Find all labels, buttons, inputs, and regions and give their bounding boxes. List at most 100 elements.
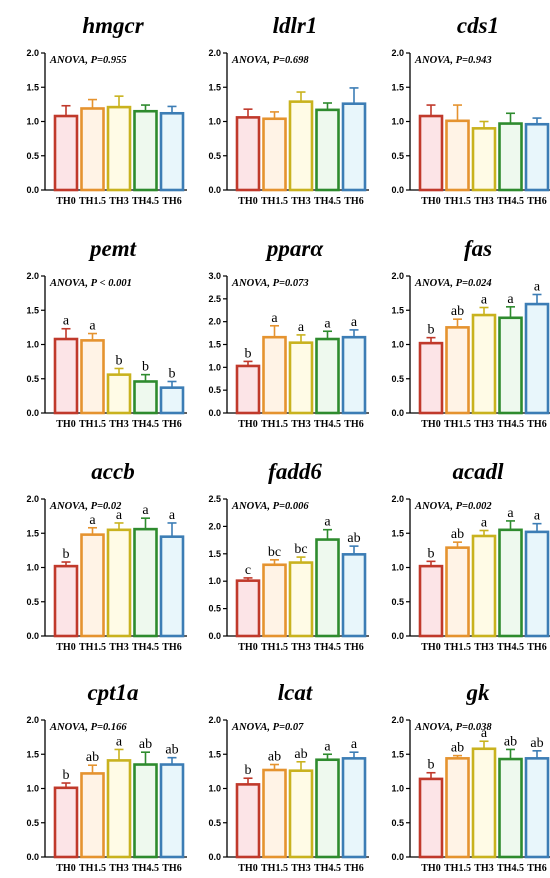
y-tick-label: 0.0 <box>391 408 404 418</box>
significance-letter: b <box>169 366 176 381</box>
bar-TH1.5 <box>80 107 105 192</box>
y-tick-label: 1.0 <box>208 784 221 794</box>
y-tick-label: 0.5 <box>26 374 39 384</box>
y-tick-label: 1.5 <box>391 305 404 315</box>
x-tick-label: TH4.5 <box>497 863 524 874</box>
y-tick-label: 0.5 <box>208 818 221 828</box>
bar-TH1.5 <box>445 546 470 638</box>
bar-TH0 <box>53 564 79 638</box>
bar-TH6 <box>159 763 185 859</box>
x-tick-label: TH6 <box>162 196 181 207</box>
y-tick-label: 1.5 <box>26 749 39 759</box>
x-tick-label: TH0 <box>421 642 440 653</box>
significance-letter: a <box>271 311 278 326</box>
bar-TH3 <box>471 747 497 859</box>
anova-annotation: ANOVA, P=0.002 <box>414 501 492 512</box>
panel-11: gk ANOVA, P=0.038 0.0 0.5 1.0 1.5 2.0 b TH0 ab TH1… <box>391 680 550 874</box>
anova-annotation: ANOVA, P=0.073 <box>231 278 309 289</box>
y-tick-label: 2.0 <box>208 715 221 725</box>
bar-TH4.5 <box>133 380 158 415</box>
y-tick-label: 0.0 <box>208 631 221 641</box>
bar-TH0 <box>235 364 261 415</box>
bar-TH0 <box>235 783 261 859</box>
bar-TH4.5 <box>498 122 523 192</box>
x-tick-label: TH3 <box>474 419 493 430</box>
x-tick-label: TH1.5 <box>444 642 471 653</box>
bar-TH4.5 <box>498 316 523 415</box>
panel-4: pparα ANOVA, P=0.073 0.0 0.5 1.0 1.5 2.0 2.5 3.0… <box>208 236 369 430</box>
bar-TH1.5 <box>262 563 287 638</box>
x-tick-label: TH6 <box>162 863 181 874</box>
x-tick-label: TH1.5 <box>444 419 471 430</box>
x-tick-label: TH0 <box>56 196 75 207</box>
bar-TH1.5 <box>262 768 287 859</box>
y-tick-label: 0.5 <box>26 151 39 161</box>
y-tick-label: 2.0 <box>391 48 404 58</box>
x-tick-label: TH3 <box>474 196 493 207</box>
panel-title: fas <box>464 236 492 261</box>
y-tick-label: 1.0 <box>391 340 404 350</box>
y-tick-label: 0.5 <box>391 151 404 161</box>
bar-TH1.5 <box>80 533 105 638</box>
significance-letter: a <box>89 319 96 334</box>
bar-TH6 <box>524 530 550 638</box>
y-tick-label: 2.0 <box>26 494 39 504</box>
significance-letter: b <box>428 323 435 338</box>
bar-TH0 <box>418 341 444 415</box>
significance-letter: ab <box>294 747 307 762</box>
bar-TH1.5 <box>445 757 470 859</box>
x-tick-label: TH0 <box>238 419 257 430</box>
x-tick-label: TH1.5 <box>79 196 106 207</box>
bar-TH0 <box>418 114 444 192</box>
y-tick-label: 1.5 <box>391 528 404 538</box>
bar-TH6 <box>524 757 550 859</box>
y-tick-label: 0.5 <box>208 151 221 161</box>
y-tick-label: 1.5 <box>208 82 221 92</box>
significance-letter: b <box>116 353 123 368</box>
y-tick-label: 1.5 <box>26 305 39 315</box>
x-tick-label: TH4.5 <box>497 419 524 430</box>
y-tick-label: 0.0 <box>391 631 404 641</box>
significance-letter: a <box>142 503 149 518</box>
bar-TH4.5 <box>315 108 340 192</box>
bar-TH3 <box>106 759 132 859</box>
y-tick-label: 1.0 <box>26 340 39 350</box>
panel-title: accb <box>91 459 134 484</box>
bar-TH0 <box>418 777 444 859</box>
y-tick-label: 1.5 <box>26 528 39 538</box>
panel-title: ldlr1 <box>273 13 318 38</box>
y-tick-label: 0.5 <box>208 385 221 395</box>
y-tick-label: 0.0 <box>26 185 39 195</box>
bar-TH4.5 <box>133 527 158 638</box>
x-tick-label: TH4.5 <box>314 863 341 874</box>
significance-letter: ab <box>451 527 464 542</box>
bar-TH1.5 <box>80 339 105 415</box>
significance-letter: a <box>534 279 541 294</box>
y-tick-label: 1.0 <box>208 576 221 586</box>
significance-letter: b <box>428 758 435 773</box>
bar-TH4.5 <box>498 528 523 638</box>
x-tick-label: TH6 <box>344 863 363 874</box>
bar-TH3 <box>288 341 314 415</box>
bar-TH6 <box>159 535 185 638</box>
bar-TH3 <box>106 373 132 415</box>
x-tick-label: TH3 <box>474 642 493 653</box>
panel-title: cds1 <box>457 13 499 38</box>
bar-TH3 <box>471 127 497 192</box>
panel-0: hmgcr ANOVA, P=0.955 0.0 0.5 1.0 1.5 2.0 TH0 TH1… <box>26 13 187 207</box>
x-tick-label: TH1.5 <box>444 863 471 874</box>
x-tick-label: TH1.5 <box>261 863 288 874</box>
x-tick-label: TH1.5 <box>261 196 288 207</box>
anova-annotation: ANOVA, P=0.698 <box>231 55 309 66</box>
y-tick-label: 0.0 <box>208 408 221 418</box>
bar-TH6 <box>524 302 550 415</box>
x-tick-label: TH0 <box>421 419 440 430</box>
anova-annotation: ANOVA, P=0.02 <box>49 501 122 512</box>
x-tick-label: TH1.5 <box>261 642 288 653</box>
bar-TH4.5 <box>498 757 523 859</box>
significance-letter: a <box>324 316 331 331</box>
x-tick-label: TH4.5 <box>314 419 341 430</box>
bar-TH6 <box>524 122 550 192</box>
x-tick-label: TH4.5 <box>314 642 341 653</box>
x-tick-label: TH0 <box>238 642 257 653</box>
